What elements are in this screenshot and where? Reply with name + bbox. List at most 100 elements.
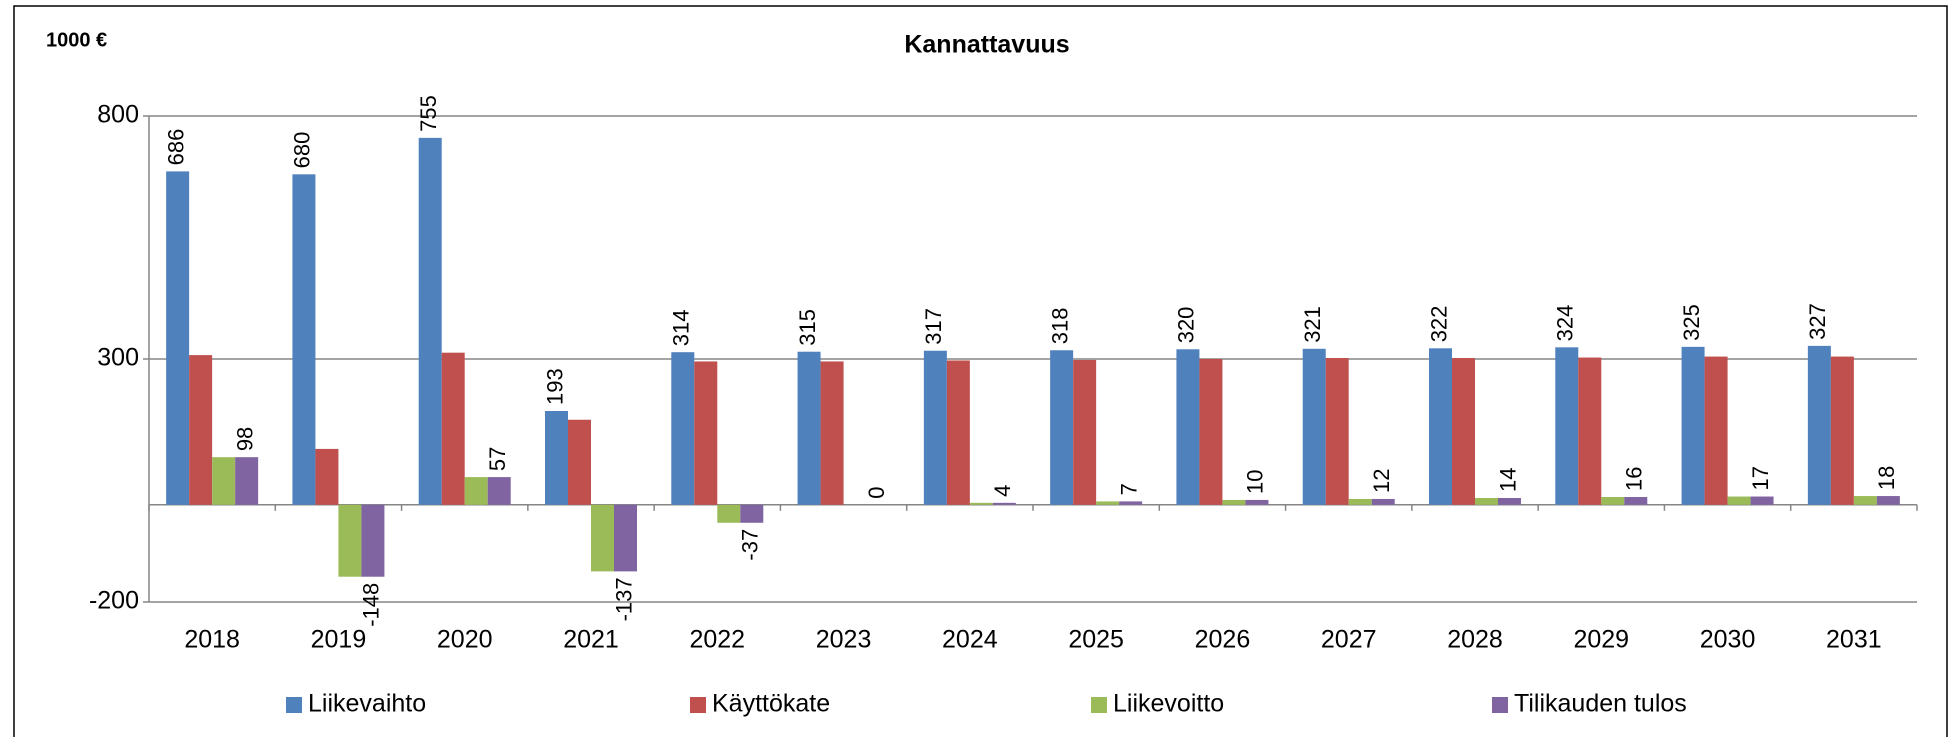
bar — [1727, 496, 1751, 505]
x-tick-label: 2030 — [1700, 626, 1756, 654]
data-label: -37 — [738, 529, 763, 561]
bar — [694, 361, 718, 505]
legend-swatch — [286, 697, 302, 713]
bar — [1199, 359, 1223, 505]
data-label: 57 — [485, 447, 510, 471]
legend-label: Käyttökate — [712, 690, 830, 718]
x-tick-label: 2026 — [1195, 626, 1251, 654]
bar — [591, 504, 614, 572]
data-label: 315 — [795, 309, 820, 346]
bar — [1348, 498, 1372, 505]
bar — [235, 457, 259, 505]
bar — [464, 477, 488, 505]
legend-swatch — [1091, 697, 1107, 713]
data-label: 320 — [1174, 307, 1199, 344]
bar — [292, 174, 316, 505]
bar — [1578, 357, 1602, 505]
data-label: 17 — [1748, 466, 1773, 490]
bar — [212, 457, 236, 505]
data-label: 12 — [1369, 468, 1394, 492]
legend-swatch — [1492, 697, 1508, 713]
x-tick-label: 2029 — [1573, 626, 1629, 654]
data-label: 325 — [1679, 304, 1704, 341]
data-label: 0 — [864, 487, 889, 499]
x-tick-label: 2019 — [311, 626, 367, 654]
bar — [1853, 496, 1877, 505]
data-label: 18 — [1874, 466, 1899, 490]
y-tick-label: -200 — [89, 587, 139, 615]
data-label: 322 — [1426, 306, 1451, 343]
legend-label: Liikevaihto — [308, 690, 426, 718]
bar — [614, 504, 637, 572]
x-tick-label: 2025 — [1068, 626, 1124, 654]
bar — [1498, 497, 1521, 505]
bar — [1073, 359, 1097, 505]
bar — [338, 504, 362, 577]
x-tick-label: 2022 — [689, 626, 745, 654]
bar — [1830, 356, 1854, 505]
bar — [671, 352, 695, 505]
bar — [1371, 498, 1395, 505]
legend-swatch — [690, 697, 706, 713]
bar — [418, 137, 442, 505]
legend-label: Tilikauden tulos — [1514, 690, 1687, 718]
chart-border — [13, 5, 1948, 737]
data-label: 10 — [1243, 469, 1268, 493]
data-label: 318 — [1047, 308, 1072, 345]
bar — [315, 448, 339, 505]
data-label: 193 — [542, 368, 567, 405]
bar — [946, 360, 970, 505]
bar — [1681, 346, 1705, 505]
x-tick-label: 2031 — [1826, 626, 1882, 654]
x-tick-label: 2024 — [942, 626, 998, 654]
data-label: 7 — [1116, 483, 1141, 495]
bar — [1750, 496, 1774, 505]
bar — [1222, 499, 1246, 505]
bar — [797, 351, 821, 505]
data-label: -148 — [359, 583, 384, 627]
x-tick-label: 2023 — [816, 626, 872, 654]
bar — [487, 477, 511, 505]
data-label: 317 — [921, 308, 946, 345]
x-tick-label: 2027 — [1321, 626, 1377, 654]
x-tick-label: 2020 — [437, 626, 493, 654]
data-label: 98 — [232, 427, 257, 451]
bar — [717, 504, 741, 523]
bar — [1876, 496, 1900, 505]
bar — [1325, 358, 1349, 505]
data-label: 686 — [163, 129, 188, 166]
bar — [1807, 345, 1831, 505]
data-label: 4 — [990, 485, 1015, 497]
bar — [1624, 497, 1648, 505]
bar — [1429, 348, 1452, 505]
data-label: 755 — [416, 95, 441, 132]
legend-label: Liikevoitto — [1113, 690, 1224, 718]
y-tick-label: 800 — [97, 101, 139, 129]
bar — [166, 171, 190, 505]
bar — [1096, 501, 1120, 505]
bar — [1601, 497, 1625, 505]
y-tick-label: 300 — [97, 344, 139, 372]
bar — [568, 419, 591, 505]
data-label: 327 — [1805, 303, 1830, 340]
data-label: 14 — [1495, 468, 1520, 492]
bar — [1302, 348, 1326, 505]
bar — [992, 502, 1016, 505]
data-label: 324 — [1553, 305, 1578, 342]
bar — [545, 411, 568, 505]
bar — [740, 504, 764, 523]
data-label: 680 — [290, 132, 315, 169]
bar — [441, 352, 465, 505]
data-label: 314 — [669, 309, 694, 346]
bar — [1452, 358, 1475, 505]
bar — [820, 361, 844, 505]
bar — [1555, 347, 1579, 505]
bar — [1050, 350, 1074, 505]
bar — [1119, 501, 1143, 505]
bar — [1245, 499, 1269, 505]
bar — [1176, 349, 1200, 505]
x-tick-label: 2028 — [1447, 626, 1503, 654]
x-tick-label: 2018 — [184, 626, 240, 654]
bar — [361, 504, 385, 577]
chart-title: Kannattavuus — [904, 31, 1069, 59]
